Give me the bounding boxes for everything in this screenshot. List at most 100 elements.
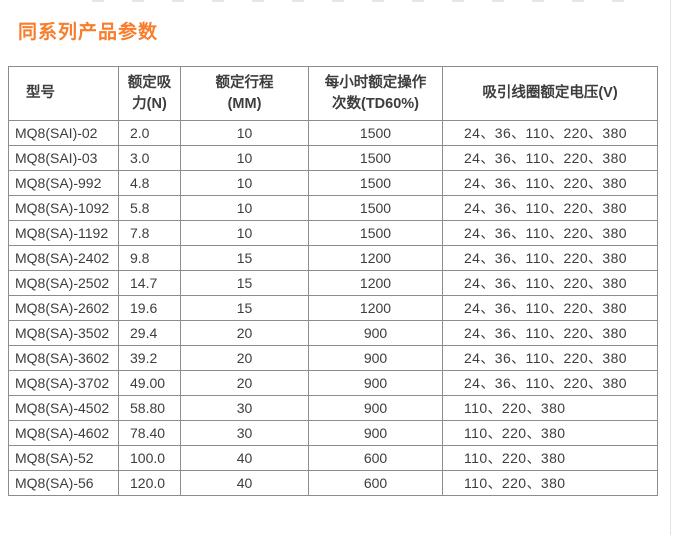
cell-force: 4.8 [118,170,181,196]
cell-voltage: 24、36、110、220、380 [442,345,658,371]
cell-model: MQ8(SA)-2602 [8,295,119,321]
section-title: 同系列产品参数 [18,22,159,43]
cell-voltage: 24、36、110、220、380 [442,145,658,171]
column-header-voltage: 吸引线圈额定电压(V) [442,66,658,121]
cell-ops: 1200 [308,245,443,271]
table-header: 型号 额定吸 力(N) 额定行程 (MM) 每小时额定操作 次数(TD60%) 吸引线圈… [8,66,658,121]
cell-stroke: 20 [180,345,309,371]
cell-model: MQ8(SA)-4602 [8,420,119,446]
cell-ops: 1500 [308,120,443,146]
cell-force: 39.2 [118,345,181,371]
cell-stroke: 15 [180,295,309,321]
cell-ops: 900 [308,420,443,446]
cell-model: MQ8(SA)-3502 [8,320,119,346]
table-row: MQ8(SA)-3602 39.2 20 900 24、36、110、220、380 [8,345,658,371]
table-row: MQ8(SAI)-02 2.0 10 1500 24、36、110、220、380 [8,120,658,146]
cell-force: 78.40 [118,420,181,446]
cell-voltage: 24、36、110、220、380 [442,370,658,396]
column-header-model: 型号 [8,66,119,121]
cell-ops: 1500 [308,170,443,196]
cell-model: MQ8(SAI)-02 [8,120,119,146]
cell-voltage: 110、220、380 [442,420,658,446]
cell-stroke: 20 [180,370,309,396]
top-crop-artifact [92,0,627,2]
table-row: MQ8(SA)-56 120.0 40 600 110、220、380 [8,470,658,496]
cell-stroke: 15 [180,245,309,271]
table-row: MQ8(SA)-4502 58.80 30 900 110、220、380 [8,395,658,421]
cell-force: 49.00 [118,370,181,396]
cell-model: MQ8(SAI)-03 [8,145,119,171]
cell-model: MQ8(SA)-56 [8,470,119,496]
cell-voltage: 24、36、110、220、380 [442,270,658,296]
cell-stroke: 40 [180,445,309,471]
cell-ops: 900 [308,395,443,421]
cell-stroke: 10 [180,120,309,146]
cell-voltage: 24、36、110、220、380 [442,295,658,321]
cell-ops: 1200 [308,295,443,321]
cell-ops: 900 [308,345,443,371]
table-row: MQ8(SA)-2402 9.8 15 1200 24、36、110、220、380 [8,245,658,271]
table-row: MQ8(SA)-2502 14.7 15 1200 24、36、110、220、380 [8,270,658,296]
cell-voltage: 24、36、110、220、380 [442,220,658,246]
table-row: MQ8(SA)-2602 19.6 15 1200 24、36、110、220、380 [8,295,658,321]
cell-stroke: 30 [180,395,309,421]
cell-stroke: 40 [180,470,309,496]
cell-force: 100.0 [118,445,181,471]
cell-force: 3.0 [118,145,181,171]
table-row: MQ8(SA)-3502 29.4 20 900 24、36、110、220、380 [8,320,658,346]
cell-force: 2.0 [118,120,181,146]
cell-force: 58.80 [118,395,181,421]
cell-voltage: 24、36、110、220、380 [442,320,658,346]
cell-force: 120.0 [118,470,181,496]
cell-force: 29.4 [118,320,181,346]
product-spec-table: 型号 额定吸 力(N) 额定行程 (MM) 每小时额定操作 次数(TD60%) 吸引线圈… [8,66,658,496]
cell-model: MQ8(SA)-3702 [8,370,119,396]
cell-voltage: 110、220、380 [442,395,658,421]
cell-force: 14.7 [118,270,181,296]
cell-force: 19.6 [118,295,181,321]
cell-ops: 1500 [308,195,443,221]
page-edge-line [670,0,671,535]
cell-stroke: 20 [180,320,309,346]
cell-stroke: 30 [180,420,309,446]
table-row: MQ8(SA)-1192 7.8 10 1500 24、36、110、220、380 [8,220,658,246]
cell-voltage: 24、36、110、220、380 [442,120,658,146]
table-row: MQ8(SA)-3702 49.00 20 900 24、36、110、220、380 [8,370,658,396]
cell-stroke: 10 [180,145,309,171]
cell-ops: 1200 [308,270,443,296]
cell-stroke: 15 [180,270,309,296]
table-body: MQ8(SAI)-02 2.0 10 1500 24、36、110、220、380 MQ8… [8,120,658,496]
cell-model: MQ8(SA)-4502 [8,395,119,421]
cell-stroke: 10 [180,195,309,221]
table-row: MQ8(SA)-1092 5.8 10 1500 24、36、110、220、380 [8,195,658,221]
cell-ops: 1500 [308,145,443,171]
cell-voltage: 24、36、110、220、380 [442,245,658,271]
cell-voltage: 24、36、110、220、380 [442,170,658,196]
cell-model: MQ8(SA)-992 [8,170,119,196]
cell-ops: 1500 [308,220,443,246]
cell-model: MQ8(SA)-52 [8,445,119,471]
cell-model: MQ8(SA)-1092 [8,195,119,221]
cell-stroke: 10 [180,170,309,196]
cell-force: 9.8 [118,245,181,271]
cell-ops: 900 [308,320,443,346]
table-row: MQ8(SA)-4602 78.40 30 900 110、220、380 [8,420,658,446]
column-header-stroke: 额定行程 (MM) [180,66,309,121]
cell-model: MQ8(SA)-2502 [8,270,119,296]
cell-ops: 600 [308,470,443,496]
table-header-row: 型号 额定吸 力(N) 额定行程 (MM) 每小时额定操作 次数(TD60%) 吸引线圈… [8,66,658,121]
cell-model: MQ8(SA)-1192 [8,220,119,246]
table-row: MQ8(SAI)-03 3.0 10 1500 24、36、110、220、380 [8,145,658,171]
cell-ops: 900 [308,370,443,396]
table-row: MQ8(SA)-52 100.0 40 600 110、220、380 [8,445,658,471]
cell-model: MQ8(SA)-3602 [8,345,119,371]
cell-voltage: 110、220、380 [442,470,658,496]
column-header-ops: 每小时额定操作 次数(TD60%) [308,66,443,121]
column-header-force: 额定吸 力(N) [118,66,181,121]
table-row: MQ8(SA)-992 4.8 10 1500 24、36、110、220、380 [8,170,658,196]
cell-voltage: 24、36、110、220、380 [442,195,658,221]
cell-ops: 600 [308,445,443,471]
cell-model: MQ8(SA)-2402 [8,245,119,271]
cell-force: 5.8 [118,195,181,221]
